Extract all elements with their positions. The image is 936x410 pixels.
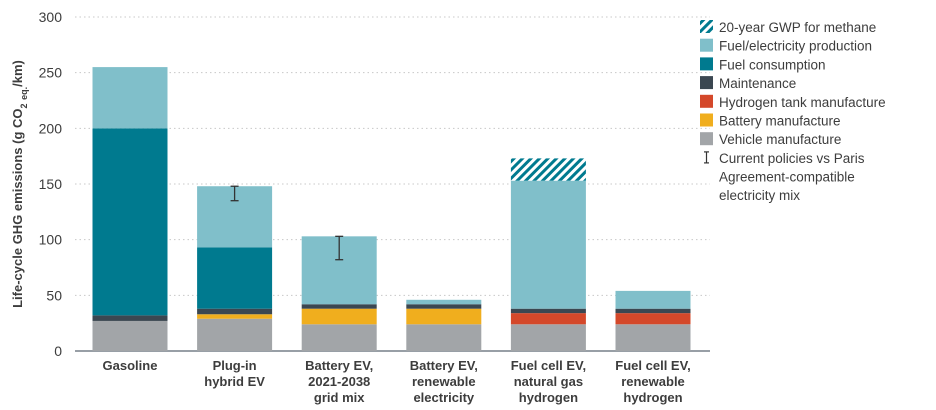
bar-segment-maintenance	[197, 308, 273, 315]
x-category-label: grid mix	[314, 390, 365, 405]
bar-segment-vehicle-manufacture	[301, 324, 377, 351]
x-category-label: Fuel cell EV,	[511, 358, 586, 373]
bar-segment-maintenance	[406, 304, 482, 309]
bar-segment-maintenance	[615, 308, 691, 314]
legend-label: Agreement-compatible	[719, 169, 855, 184]
legend-label: Fuel/electricity production	[719, 39, 872, 54]
x-category-label: Plug-in	[213, 358, 257, 373]
y-tick-label: 250	[39, 65, 63, 81]
error-bar	[230, 185, 239, 202]
x-category-label: Gasoline	[103, 358, 158, 373]
x-category-label: hydrogen	[623, 390, 682, 405]
bar-segment-hydrogen-tank-manufacture	[615, 313, 691, 325]
legend-swatch	[700, 94, 713, 108]
x-category-label: Battery EV,	[410, 358, 478, 373]
x-category-label: renewable	[621, 374, 685, 389]
legend-label: Fuel consumption	[719, 57, 826, 72]
legend-item: Fuel/electricity production	[700, 38, 872, 54]
bar-segment-20-year-gwp-for-methane	[510, 158, 586, 181]
bar-segment-fuel-electricity-production	[406, 299, 482, 305]
bar-segment-maintenance	[510, 308, 586, 314]
y-tick-label: 150	[39, 176, 63, 192]
bar-segment-battery-manufacture	[301, 308, 377, 325]
bar-segment-battery-manufacture	[197, 314, 273, 319]
legend-swatch	[700, 38, 713, 52]
bar-segment-fuel-electricity-production	[510, 180, 586, 309]
bar-segment-vehicle-manufacture	[92, 320, 168, 351]
bar-segment-vehicle-manufacture	[615, 324, 691, 351]
y-tick-label: 200	[39, 120, 63, 136]
bar-segment-fuel-consumption	[92, 128, 168, 316]
bar-segment-vehicle-manufacture	[406, 324, 482, 351]
y-tick-label: 0	[54, 343, 62, 359]
bar-segment-fuel-consumption	[197, 247, 273, 309]
legend-label: Maintenance	[719, 76, 796, 91]
legend-item: Maintenance	[700, 76, 796, 91]
legend-swatch	[700, 76, 713, 90]
legend-label: 20-year GWP for methane	[719, 20, 876, 35]
bar-segment-maintenance	[301, 304, 377, 309]
y-tick-label: 100	[39, 232, 63, 248]
y-tick-label: 50	[46, 287, 62, 303]
legend-label: Hydrogen tank manufacture	[719, 95, 886, 110]
legend-label: Current policies vs Paris	[719, 151, 865, 166]
legend-label: Vehicle manufacture	[719, 132, 841, 147]
x-category-label: natural gas	[514, 374, 583, 389]
bar-segment-fuel-electricity-production	[615, 290, 691, 309]
bar-segment-battery-manufacture	[406, 308, 482, 325]
legend-item: 20-year GWP for methane	[700, 20, 876, 35]
x-category-label: hybrid EV	[204, 374, 265, 389]
bar-segment-maintenance	[92, 315, 168, 321]
legend-item: Current policies vs Paris Agreement-compa…	[704, 151, 865, 203]
legend-swatch	[700, 113, 713, 127]
x-category-label: Battery EV,	[305, 358, 373, 373]
legend-label: Battery manufacture	[719, 114, 841, 129]
bar-segment-vehicle-manufacture	[510, 324, 586, 351]
errorbar-icon	[704, 151, 709, 164]
legend-item: Hydrogen tank manufacture	[700, 94, 886, 110]
x-category-label: hydrogen	[519, 390, 578, 405]
y-tick-label: 300	[39, 9, 63, 25]
legend-item: Battery manufacture	[700, 113, 841, 129]
legend-swatch	[700, 57, 713, 71]
x-category-label: 2021-2038	[308, 374, 370, 389]
bar-segment-hydrogen-tank-manufacture	[510, 313, 586, 325]
x-category-label: renewable	[412, 374, 476, 389]
x-category-label: electricity	[413, 390, 474, 405]
legend-item: Vehicle manufacture	[700, 132, 841, 147]
legend-item: Fuel consumption	[700, 57, 826, 72]
legend-swatch	[700, 132, 713, 146]
error-bar	[335, 235, 344, 261]
y-axis-label: Life-cycle GHG emissions (g CO2 eq./km)	[10, 60, 29, 308]
legend-label: electricity mix	[719, 188, 800, 203]
bar-segment-fuel-electricity-production	[92, 67, 168, 129]
bar-segment-vehicle-manufacture	[197, 318, 273, 351]
legend-swatch-hatch	[700, 20, 713, 33]
x-category-label: Fuel cell EV,	[615, 358, 690, 373]
